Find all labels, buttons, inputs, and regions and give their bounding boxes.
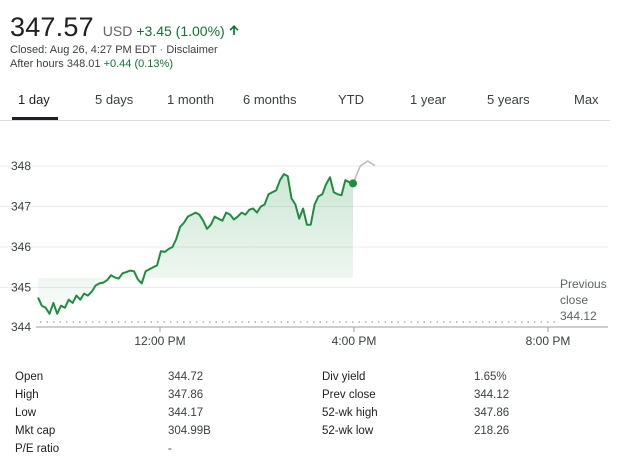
tab-6-months[interactable]: 6 months <box>243 92 297 107</box>
currency-label: USD <box>102 23 133 39</box>
arrow-up-icon <box>229 25 239 35</box>
stat-label-high: High <box>15 389 39 401</box>
tab-1-month[interactable]: 1 month <box>167 92 214 107</box>
stock-price: 347.57 <box>10 12 94 42</box>
price-line <box>37 173 354 315</box>
x-tick-label-2: 8:00 PM <box>526 334 571 348</box>
x-tick-label-1: 4:00 PM <box>332 334 377 348</box>
closed-text: Closed: Aug 26, 4:27 PM EDT <box>10 44 157 56</box>
stat-label-52wk-high: 52-wk high <box>322 407 378 419</box>
previous-close-label-2: 344.12 <box>560 309 597 323</box>
previous-close-label-1: close <box>560 293 588 307</box>
stat-label-52wk-low: 52-wk low <box>322 425 374 437</box>
after-hours-line: After hours 348.01 +0.44 (0.13%) <box>10 58 173 70</box>
stat-value-high: 347.86 <box>168 389 204 401</box>
tab-max[interactable]: Max <box>574 92 599 107</box>
x-tick-label-0: 12:00 PM <box>134 334 185 348</box>
stat-value-pe-ratio: - <box>168 443 172 455</box>
separator: · <box>159 44 164 56</box>
price-area-fill <box>38 174 353 314</box>
after-hours-label: After hours 348.01 <box>10 58 101 70</box>
price-change: +3.45 (1.00%) <box>136 23 225 39</box>
stat-label-prev-close: Prev close <box>322 389 376 401</box>
price-chart[interactable]: 348 347 346 345 344 12:00 PM 4:00 PM 8:00 PM Pre… <box>0 128 620 353</box>
tab-1-year[interactable]: 1 year <box>410 92 447 107</box>
after-hours-change: +0.44 (0.13%) <box>103 58 173 70</box>
y-tick-label-344: 344 <box>11 320 31 334</box>
stat-label-pe-ratio: P/E ratio <box>15 443 60 455</box>
stat-label-div-yield: Div yield <box>322 371 366 383</box>
y-tick-label-347: 347 <box>11 200 31 214</box>
y-tick-label-345: 345 <box>11 281 31 295</box>
tab-ytd[interactable]: YTD <box>338 92 364 107</box>
key-stats: Open 344.72 High 347.86 Low 344.17 Mkt c… <box>0 368 620 463</box>
stat-value-52wk-high: 347.86 <box>474 407 510 419</box>
stat-label-low: Low <box>15 407 37 419</box>
y-tick-label-346: 346 <box>11 240 31 254</box>
stat-label-mkt-cap: Mkt cap <box>15 425 56 437</box>
y-tick-label-348: 348 <box>11 159 31 173</box>
stat-value-52wk-low: 218.26 <box>474 425 510 437</box>
previous-close-label-0: Previous <box>560 277 607 291</box>
stat-value-mkt-cap: 304.99B <box>168 425 211 437</box>
stat-value-div-yield: 1.65% <box>474 371 507 383</box>
tab-5-days[interactable]: 5 days <box>95 92 134 107</box>
closed-line: Closed: Aug 26, 4:27 PM EDT · Disclaimer <box>10 44 218 56</box>
stat-value-prev-close: 344.12 <box>474 389 510 401</box>
stat-value-low: 344.17 <box>168 407 204 419</box>
tab-1-day[interactable]: 1 day <box>18 92 50 107</box>
stat-label-open: Open <box>15 371 44 383</box>
active-tab-indicator <box>12 117 58 120</box>
price-header: 347.57 USD +3.45 (1.00%) <box>10 12 240 43</box>
close-point-marker <box>349 179 357 188</box>
after-hours-line <box>352 160 376 184</box>
stat-value-open: 344.72 <box>168 371 204 383</box>
disclaimer-link[interactable]: Disclaimer <box>166 44 218 56</box>
tab-5-years[interactable]: 5 years <box>487 92 530 107</box>
range-tabs: 1 day 5 days 1 month 6 months YTD 1 year… <box>0 84 610 121</box>
